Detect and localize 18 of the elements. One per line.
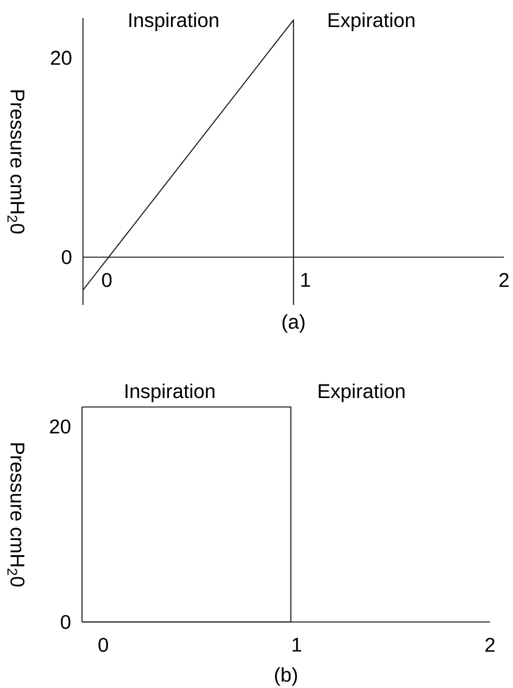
annotation: Expiration — [328, 12, 414, 32]
y-tick-label: 20 — [50, 420, 70, 434]
x-tick-label: 1 — [292, 638, 302, 652]
x-tick-label: 0 — [102, 273, 112, 288]
y-axis-title: Pressure cmH$_{2}$0 — [7, 443, 24, 586]
text: (a) — [282, 314, 304, 333]
y-tick-label: 0 — [62, 250, 72, 264]
text: (b) — [275, 667, 297, 686]
annotation: Inspiration — [129, 12, 218, 32]
y-axis-title: Pressure cmH$_{2}$0 — [7, 90, 24, 234]
text: Inspiration — [126, 384, 214, 402]
x-tick-label: 2 — [485, 638, 495, 652]
x-tick-label: 1 — [301, 273, 310, 287]
x-tick-label: 2 — [499, 273, 509, 287]
y-tick-label: 0 — [60, 614, 70, 630]
x-tick-label: 0 — [98, 638, 108, 652]
text: Expiration — [318, 384, 404, 402]
y-tick-label: 20 — [50, 50, 72, 65]
